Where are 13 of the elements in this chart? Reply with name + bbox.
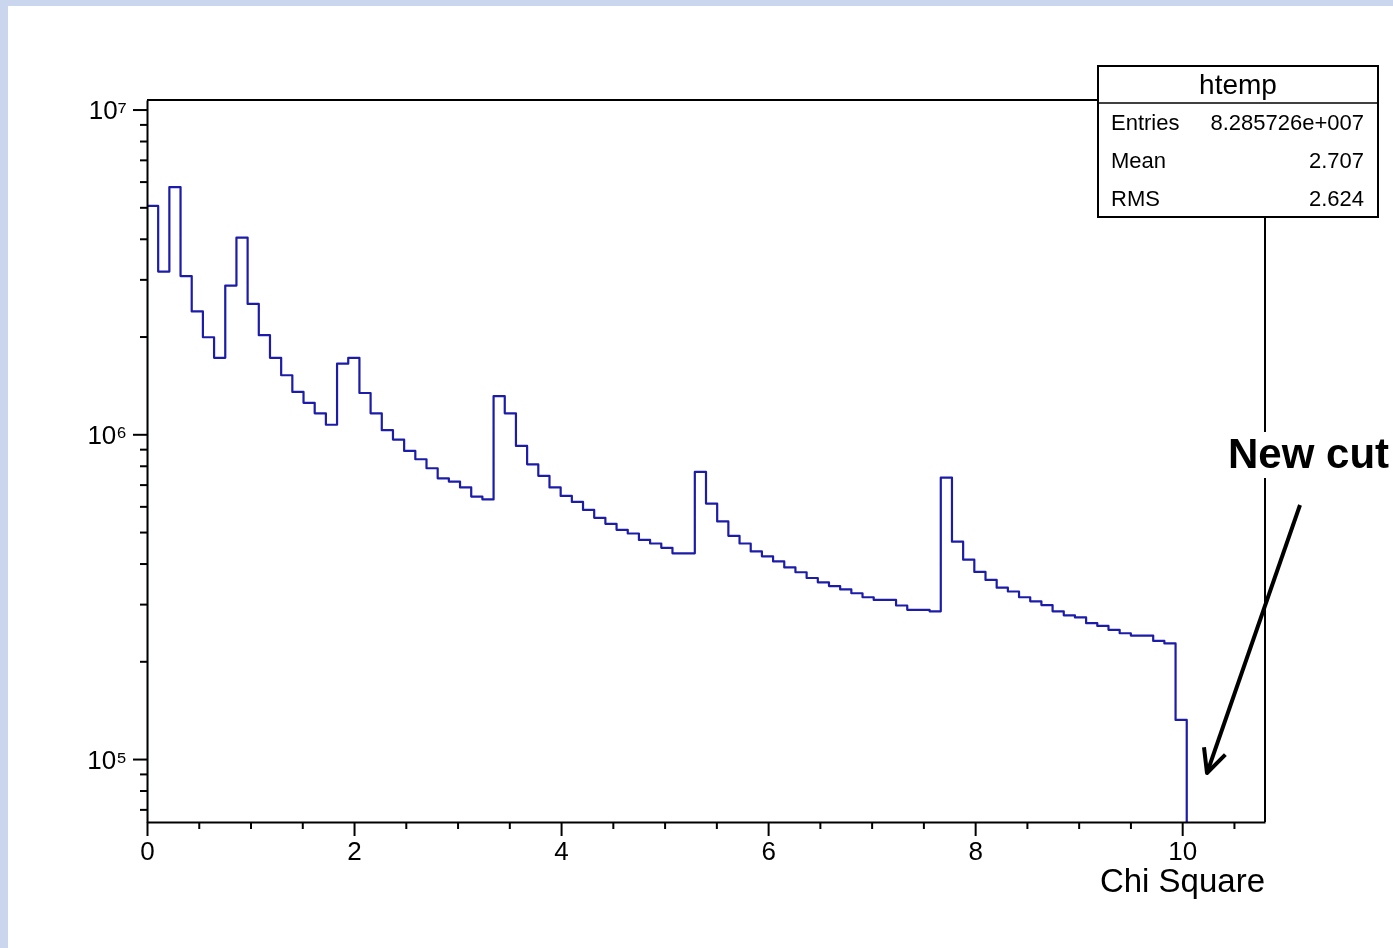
y-tick-label: 10⁶ (87, 419, 127, 450)
y-tick-label: 10⁷ (88, 95, 127, 126)
text: Entries 8.285726e+007 (1111, 110, 1364, 135)
x-tick-label: 0 (140, 836, 155, 867)
x-tick-label: 6 (761, 836, 776, 867)
text: RMS 2.624 (1111, 186, 1364, 211)
x-tick-label: 4 (554, 836, 569, 867)
chart-title: htemp (1199, 69, 1277, 100)
x-tick-label: 2 (347, 836, 362, 867)
annotation: New cut (1228, 430, 1390, 477)
y-tick-label: 10⁵ (87, 744, 127, 775)
x-tick-label: 8 (968, 836, 983, 867)
text: Mean 2.707 (1111, 148, 1364, 173)
